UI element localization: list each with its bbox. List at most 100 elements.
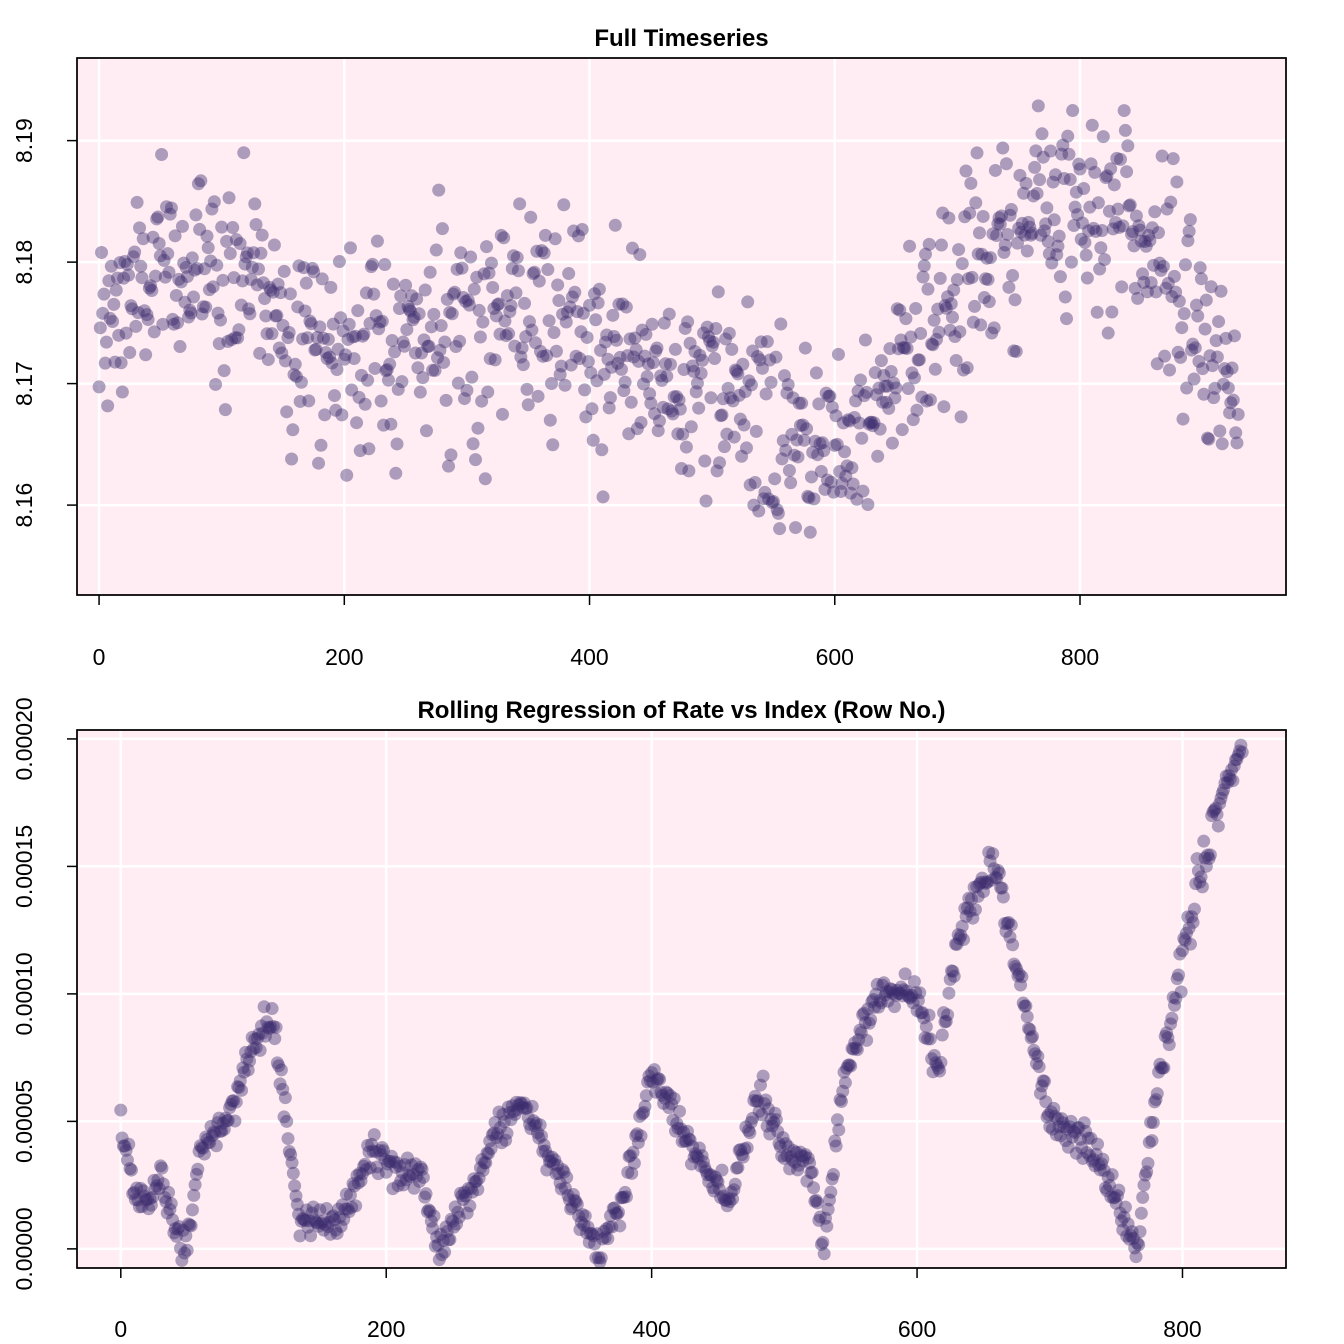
data-point	[826, 1168, 840, 1182]
data-point	[252, 1027, 266, 1041]
data-point	[633, 248, 647, 262]
data-point	[946, 964, 960, 978]
data-point	[983, 251, 997, 265]
data-point	[411, 1163, 425, 1177]
data-point	[468, 1175, 482, 1189]
data-point	[658, 1091, 672, 1105]
data-point	[683, 1133, 697, 1147]
data-point	[712, 1182, 726, 1196]
data-point	[1040, 1110, 1054, 1124]
data-point	[388, 345, 402, 359]
data-point	[836, 416, 850, 430]
data-point	[1165, 1011, 1179, 1025]
data-point	[737, 418, 751, 432]
data-point	[191, 1162, 205, 1176]
data-point	[844, 486, 858, 500]
data-point	[263, 280, 277, 294]
data-point	[318, 1217, 332, 1231]
data-point	[1189, 298, 1203, 312]
data-point	[509, 286, 523, 300]
data-point	[964, 892, 978, 906]
data-point	[781, 378, 795, 392]
data-point	[890, 983, 904, 997]
data-point	[238, 257, 252, 271]
data-point	[205, 1129, 219, 1143]
data-point	[196, 300, 210, 314]
data-point	[507, 1104, 521, 1118]
data-point	[784, 476, 798, 490]
data-point	[1101, 326, 1115, 340]
data-point	[1125, 227, 1139, 241]
data-point	[133, 221, 147, 235]
data-point	[203, 1136, 217, 1150]
data-point	[483, 352, 497, 366]
data-point	[651, 424, 665, 438]
data-point	[408, 346, 422, 360]
data-point	[1183, 937, 1197, 951]
data-point	[313, 320, 327, 334]
data-point	[529, 336, 543, 350]
data-point	[478, 472, 492, 486]
data-point	[292, 1207, 306, 1221]
data-point	[986, 847, 1000, 861]
data-point	[589, 313, 603, 327]
data-point	[1214, 791, 1228, 805]
data-point	[1108, 1190, 1122, 1204]
data-point	[349, 1199, 363, 1213]
data-point	[373, 1144, 387, 1158]
data-point	[498, 314, 512, 328]
data-point	[836, 1084, 850, 1098]
data-point	[748, 1089, 762, 1103]
data-point	[1000, 916, 1014, 930]
data-point	[554, 359, 568, 373]
data-point	[274, 286, 288, 300]
data-point	[220, 1114, 234, 1128]
data-point	[254, 246, 268, 260]
data-point	[489, 309, 503, 323]
data-point	[471, 421, 485, 435]
data-point	[687, 364, 701, 378]
data-point	[500, 1126, 514, 1140]
data-point	[1204, 280, 1218, 294]
data-point	[743, 478, 757, 492]
data-point	[770, 503, 784, 517]
data-point	[963, 904, 977, 918]
data-point	[408, 1157, 422, 1171]
data-point	[831, 347, 845, 361]
data-point	[968, 903, 982, 917]
data-point	[1095, 1157, 1109, 1171]
data-point	[1064, 1114, 1078, 1128]
data-point	[1060, 1122, 1074, 1136]
data-point	[899, 312, 913, 326]
data-point	[459, 294, 473, 308]
data-point	[731, 1161, 745, 1175]
data-point	[627, 1156, 641, 1170]
data-point	[743, 1126, 757, 1140]
data-point	[871, 449, 885, 463]
data-point	[217, 364, 231, 378]
data-point	[1208, 381, 1222, 395]
data-point	[542, 314, 556, 328]
data-point	[1066, 104, 1080, 118]
data-point	[550, 1158, 564, 1172]
data-point	[134, 259, 148, 273]
data-point	[597, 1224, 611, 1238]
data-point	[795, 1149, 809, 1163]
data-point	[414, 1160, 428, 1174]
data-point	[1101, 1170, 1115, 1184]
data-point	[372, 322, 386, 336]
data-point	[1035, 1079, 1049, 1093]
data-point	[472, 303, 486, 317]
data-point	[941, 290, 955, 304]
data-point	[422, 339, 436, 353]
data-point	[256, 1026, 270, 1040]
data-point	[348, 329, 362, 343]
data-point	[781, 1140, 795, 1154]
data-point	[678, 1134, 692, 1148]
data-point	[873, 422, 887, 436]
data-point	[838, 445, 852, 459]
y-tick-label: 0.00005	[11, 1080, 37, 1163]
data-point	[559, 315, 573, 329]
data-point	[236, 1061, 250, 1075]
data-point	[586, 1229, 600, 1243]
